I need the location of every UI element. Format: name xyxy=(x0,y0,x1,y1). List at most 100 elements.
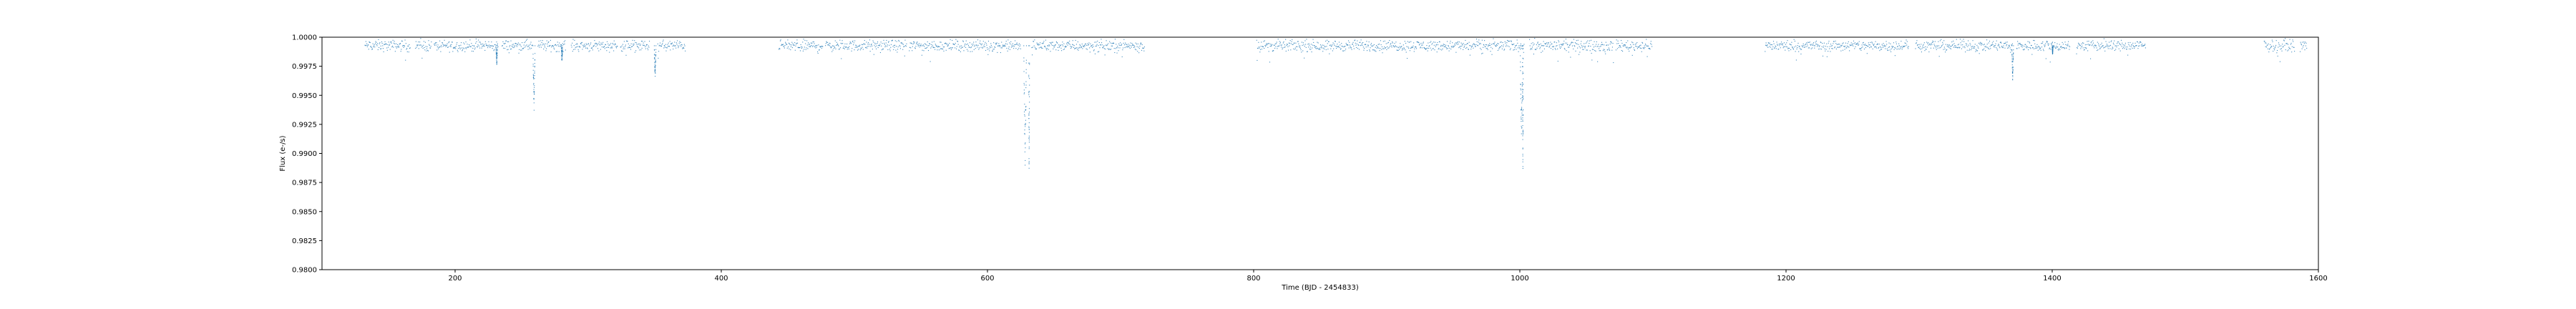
flux-point xyxy=(1840,45,1841,46)
flux-point xyxy=(519,44,521,46)
flux-point xyxy=(1042,47,1043,49)
flux-point xyxy=(1632,42,1634,44)
flux-point xyxy=(1131,46,1132,48)
flux-point xyxy=(2267,44,2268,46)
flux-point xyxy=(494,44,496,46)
flux-point xyxy=(570,44,572,46)
flux-point xyxy=(1053,45,1055,46)
flux-point xyxy=(2006,44,2008,45)
flux-point xyxy=(608,44,610,46)
flux-point xyxy=(2030,48,2031,49)
flux-point xyxy=(872,40,874,41)
flux-point xyxy=(1496,44,1498,46)
flux-point xyxy=(678,42,680,44)
flux-point xyxy=(1994,45,1996,46)
flux-point xyxy=(879,45,880,46)
flux-point xyxy=(930,44,932,45)
flux-point xyxy=(998,44,1000,46)
flux-point xyxy=(574,39,575,41)
flux-point xyxy=(1466,43,1468,44)
flux-point xyxy=(825,45,826,46)
flux-point xyxy=(2051,44,2052,46)
flux-point xyxy=(981,44,982,46)
flux-point xyxy=(1449,47,1450,49)
flux-point xyxy=(1475,44,1477,45)
flux-point xyxy=(1636,42,1638,44)
flux-point xyxy=(976,44,977,46)
flux-point xyxy=(1032,54,1033,56)
flux-point xyxy=(867,42,869,44)
flux-point xyxy=(1565,42,1566,44)
flux-point xyxy=(1023,45,1025,46)
flux-point xyxy=(486,44,487,46)
flux-point xyxy=(563,44,565,45)
flux-point xyxy=(1795,59,1797,61)
flux-point xyxy=(2112,46,2113,48)
flux-point xyxy=(646,44,648,46)
flux-point xyxy=(527,46,528,47)
flux-point xyxy=(1126,44,1128,46)
flux-point xyxy=(1546,42,1548,44)
flux-point xyxy=(417,44,419,46)
flux-point xyxy=(2303,43,2305,44)
flux-point xyxy=(1375,46,1376,48)
flux-point xyxy=(1045,48,1047,49)
flux-point xyxy=(2142,45,2144,46)
flux-point xyxy=(812,41,814,43)
flux-point xyxy=(540,44,541,45)
flux-point xyxy=(1279,41,1282,43)
flux-point xyxy=(655,45,657,46)
flux-point xyxy=(897,46,899,48)
flux-point xyxy=(2265,46,2268,48)
flux-point xyxy=(1631,41,1633,43)
flux-point xyxy=(2012,79,2014,81)
flux-point xyxy=(789,43,791,44)
flux-point xyxy=(1388,47,1390,49)
flux-point xyxy=(1025,84,1027,86)
flux-point xyxy=(1372,49,1373,51)
flux-point xyxy=(991,46,992,48)
flux-point xyxy=(1381,49,1382,50)
flux-point xyxy=(609,52,610,53)
flux-point xyxy=(1104,54,1106,56)
flux-point xyxy=(460,44,462,46)
flux-point xyxy=(378,39,379,40)
flux-point xyxy=(1997,45,1999,46)
flux-point xyxy=(1829,48,1830,49)
flux-point xyxy=(1023,71,1025,72)
flux-point xyxy=(1348,47,1350,49)
flux-point xyxy=(2278,42,2280,44)
flux-point xyxy=(977,44,979,46)
flux-point xyxy=(1113,42,1115,44)
flux-point xyxy=(404,39,406,41)
flux-point xyxy=(1082,48,1083,49)
flux-point xyxy=(850,43,852,44)
flux-point xyxy=(545,50,547,52)
flux-point xyxy=(540,46,542,48)
flux-point xyxy=(1091,45,1093,46)
flux-point xyxy=(1506,44,1507,46)
flux-point xyxy=(794,49,796,51)
flux-point xyxy=(1086,49,1088,50)
flux-point xyxy=(1055,41,1057,42)
flux-point xyxy=(1835,43,1837,44)
flux-point xyxy=(1787,47,1789,49)
flux-point xyxy=(377,43,379,44)
flux-point xyxy=(994,46,995,47)
flux-point xyxy=(1009,42,1010,44)
flux-point xyxy=(1119,47,1121,49)
flux-point xyxy=(1493,43,1495,44)
flux-point xyxy=(884,44,885,45)
flux-point xyxy=(1931,44,1933,45)
flux-point xyxy=(2052,49,2054,51)
flux-point xyxy=(1013,48,1015,49)
flux-point xyxy=(1350,47,1352,49)
flux-point xyxy=(1289,42,1291,44)
flux-point xyxy=(1790,49,1792,51)
flux-point xyxy=(514,46,515,47)
flux-point xyxy=(1785,46,1787,47)
flux-point xyxy=(585,47,587,49)
flux-point xyxy=(1789,47,1790,49)
flux-point xyxy=(528,44,530,46)
flux-point xyxy=(1325,49,1327,51)
